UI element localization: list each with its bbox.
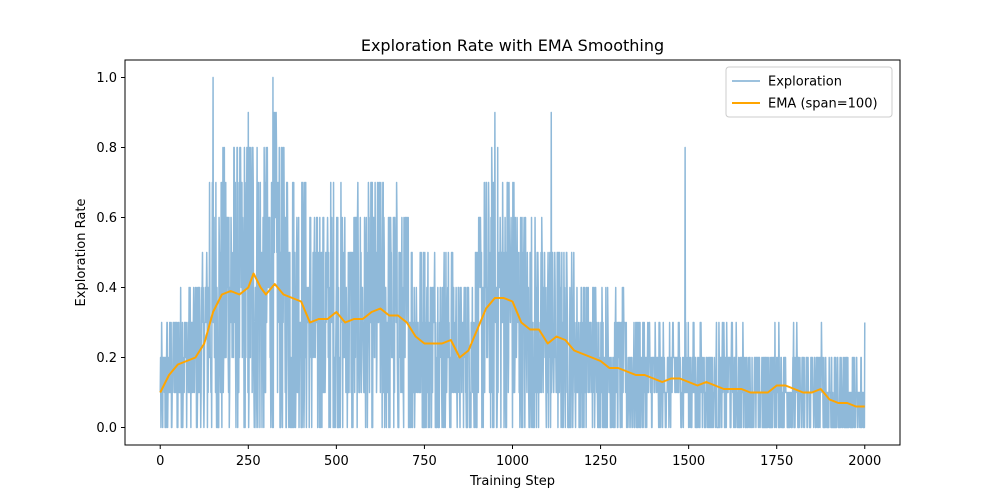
x-axis: 0 250 500 750 1000 1250 1500 1750 2000 [156,445,881,469]
legend: Exploration EMA (span=100) [725,66,893,118]
y-tick-label: 0.2 [96,351,117,366]
series-ema-line [159,272,865,408]
x-tick-label: 500 [324,454,349,469]
y-tick-label: 0.0 [96,421,117,436]
x-tick-label: 1000 [496,454,529,469]
x-tick-label: 1750 [760,454,793,469]
legend-box [725,66,893,118]
y-tick-label: 0.8 [96,141,117,156]
y-tick-label: 0.6 [96,211,117,226]
x-axis-label: Training Step [469,474,555,489]
x-tick-label: 1500 [672,454,705,469]
y-tick-label: 0.4 [96,281,117,296]
legend-label: Exploration [768,75,842,90]
series-exploration-line [159,76,866,429]
x-tick-label: 1250 [584,454,617,469]
y-axis: 0.0 0.2 0.4 0.6 0.8 1.0 [96,71,125,436]
chart-title: Exploration Rate with EMA Smoothing [361,36,664,55]
x-tick-label: 2000 [848,454,881,469]
x-tick-label: 0 [156,454,164,469]
x-tick-label: 750 [412,454,437,469]
x-tick-label: 250 [236,454,261,469]
legend-label: EMA (span=100) [768,97,878,112]
y-tick-label: 1.0 [96,71,117,86]
y-axis-label: Exploration Rate [74,199,89,307]
